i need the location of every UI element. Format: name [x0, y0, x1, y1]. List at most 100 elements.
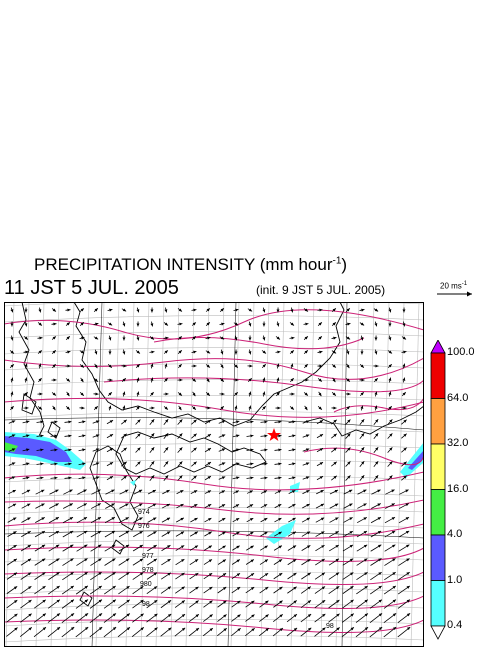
wind-vector-head: [123, 433, 127, 437]
wind-vector-head: [360, 364, 364, 368]
wind-vector-head: [405, 489, 409, 493]
wind-vector-head: [279, 628, 283, 632]
wind-vector-head: [278, 531, 282, 535]
wind-vector-head: [136, 364, 140, 368]
wind-vector-head: [151, 419, 155, 423]
wind-vector-head: [26, 420, 30, 424]
wind-vector-head: [221, 476, 226, 480]
wind-vector-head: [321, 545, 325, 549]
wind-vector-head: [361, 308, 365, 312]
wind-vector-head: [81, 336, 85, 340]
wind-vector-head: [13, 572, 18, 576]
wind-vector-head: [181, 627, 186, 631]
wind-vector-head: [11, 434, 16, 438]
wind-vector-head: [360, 351, 364, 355]
wind-vector-head: [13, 558, 17, 562]
wind-vector-head: [207, 406, 211, 410]
wind-vector-head: [164, 406, 168, 410]
wind-reference-arrow-icon: [437, 291, 472, 297]
wind-vector-head: [125, 489, 129, 493]
wind-vector-head: [403, 433, 407, 437]
wind-vector-head: [278, 545, 282, 549]
wind-vector-head: [264, 462, 268, 466]
wind-vector-head: [66, 336, 70, 340]
wind-vector-head: [68, 434, 72, 438]
wind-vector-head: [277, 490, 282, 494]
wind-vector-head: [293, 600, 297, 604]
wind-vector-head: [236, 545, 240, 549]
wind-vector-head: [250, 559, 254, 563]
wind-vector-head: [136, 391, 140, 395]
wind-vector-head: [332, 350, 337, 354]
wind-vector-head: [335, 572, 340, 576]
wind-vector-head: [40, 434, 44, 438]
latitude-gridline: [4, 555, 424, 563]
wind-vector-head: [336, 627, 340, 631]
wind-vector-head: [151, 447, 155, 451]
wind-vector-head: [39, 392, 43, 396]
wind-vector-head: [346, 336, 351, 340]
wind-vector-head: [402, 336, 407, 340]
wind-vector-head: [66, 392, 70, 397]
wind-vector-head: [52, 350, 56, 354]
wind-vector-head: [82, 420, 86, 424]
wind-vector-head: [374, 308, 379, 312]
wind-vector-head: [122, 337, 126, 341]
wind-vector-head: [193, 350, 197, 354]
wind-vector-head: [80, 364, 84, 368]
wind-vector-head: [111, 489, 115, 493]
wind-vector-head: [136, 350, 140, 354]
coastline-segment: [73, 302, 345, 427]
wind-vector-head: [137, 461, 141, 465]
wind-vector-head: [25, 406, 29, 410]
wind-vector-head: [364, 627, 369, 631]
wind-vector-head: [24, 336, 28, 340]
wind-vector-head: [24, 377, 28, 381]
wind-vector-head: [39, 336, 43, 340]
wind-vector-head: [279, 586, 283, 590]
colorbar-segment: [430, 352, 446, 399]
wind-vector-head: [265, 614, 269, 618]
wind-vector-head: [67, 350, 71, 354]
wind-vector-head: [207, 504, 212, 508]
wind-vector-head: [292, 448, 296, 452]
wind-vector-head: [248, 351, 252, 355]
wind-vector-head: [237, 600, 241, 604]
wind-vector-head: [208, 518, 212, 521]
wind-vector-head: [403, 419, 407, 423]
wind-vector-head: [279, 614, 283, 618]
wind-vector-head: [207, 420, 211, 423]
colorbar-level-label: 16.0: [447, 482, 469, 495]
wind-vector-head: [333, 406, 337, 410]
wind-vector-head: [109, 420, 114, 424]
wind-vector-head: [305, 420, 310, 424]
wind-vector-head: [195, 614, 199, 618]
wind-vector-head: [250, 531, 254, 535]
wind-vector-head: [350, 586, 354, 590]
wind-vector-head: [94, 406, 98, 410]
wind-vector-head: [180, 504, 184, 507]
wind-vector-head: [375, 433, 379, 437]
wind-vector-head: [332, 378, 336, 383]
wind-vector-head: [42, 599, 46, 603]
wind-vector-head: [290, 322, 294, 326]
wind-vector-head: [236, 476, 240, 480]
wind-vector-head: [140, 613, 144, 617]
wind-vector-head: [364, 613, 368, 617]
wind-vector-head: [69, 503, 73, 507]
wind-vector-head: [125, 503, 129, 507]
wind-vector-head: [152, 503, 157, 507]
wind-vector-head: [389, 419, 393, 423]
wind-vector-head: [83, 489, 87, 493]
wind-vector-head: [139, 558, 144, 562]
precipitation-colorbar: [430, 340, 446, 640]
wind-vector-head: [180, 545, 185, 549]
wind-vector-head: [406, 613, 411, 617]
wind-vector-head: [195, 628, 199, 632]
wind-vector-head: [10, 337, 14, 341]
isobar-value-label: 98: [326, 623, 334, 630]
wind-vector-head: [405, 503, 409, 507]
wind-vector-head: [388, 309, 392, 313]
wind-vector-head: [251, 614, 255, 618]
wind-vector-head: [378, 613, 383, 617]
